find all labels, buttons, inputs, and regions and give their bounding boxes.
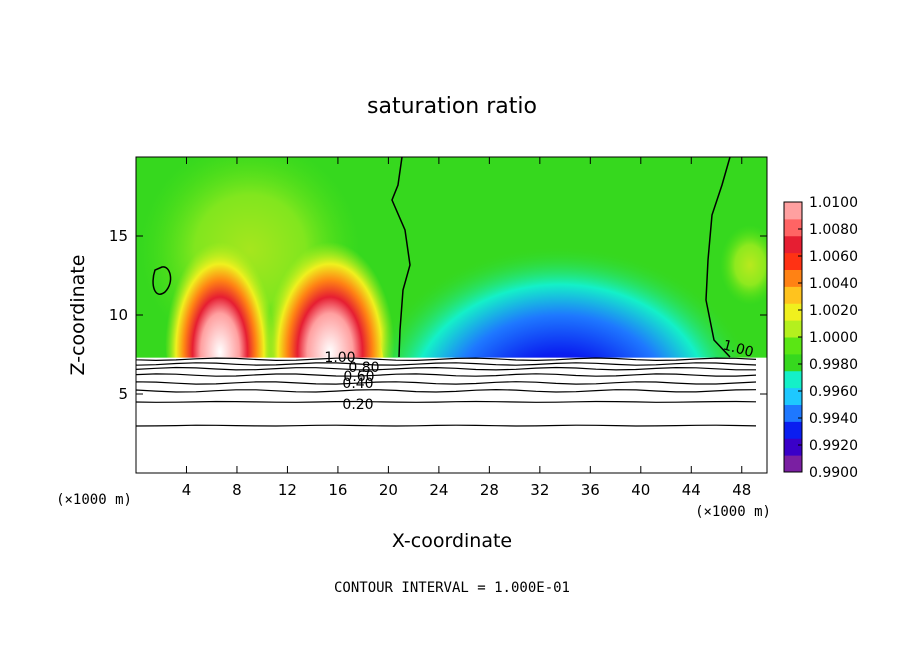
colorbar-label: 1.0020	[809, 303, 858, 319]
chart-title: saturation ratio	[367, 94, 537, 119]
contour-label: 0.60	[343, 369, 374, 385]
x-tick-label: 28	[480, 481, 499, 499]
colorbar-label: 1.0040	[809, 276, 858, 292]
contour-line	[136, 366, 756, 371]
colorbar-label: 1.0060	[809, 249, 858, 265]
x-tick-label: 24	[429, 481, 448, 499]
colorbar-label: 1.0000	[809, 330, 858, 346]
x-tick-label: 8	[232, 481, 242, 499]
colorbar-segment	[784, 455, 802, 473]
colorbar-segment	[784, 303, 802, 321]
colorbar-label: 1.0100	[809, 195, 858, 211]
colorbar-label: 0.9960	[809, 384, 858, 400]
contour-line	[136, 388, 757, 393]
contour-lines	[136, 357, 757, 427]
colorbar-segment	[784, 438, 802, 456]
contour-line	[136, 400, 757, 403]
contour-interval-note: CONTOUR INTERVAL = 1.000E-01	[334, 580, 570, 596]
y-tick-label: 10	[109, 306, 128, 324]
x-tick-label: 48	[732, 481, 751, 499]
colorbar-label: 1.0080	[809, 222, 858, 238]
colorbar-label: 0.9920	[809, 438, 858, 454]
x-tick-label: 4	[182, 481, 192, 499]
y-tick-label: 5	[118, 385, 128, 403]
colorbar-label: 0.9980	[809, 357, 858, 373]
contour-line	[136, 381, 757, 385]
contour-line-1.00	[391, 157, 411, 358]
plot-field	[136, 157, 767, 473]
colorbar-segment	[784, 235, 802, 254]
colorbar-segment	[784, 202, 802, 220]
x-tick-label: 44	[682, 481, 701, 499]
colorbar-segment	[784, 286, 802, 304]
colorbar-segment	[784, 337, 802, 355]
x-axis-label: X-coordinate	[392, 530, 512, 552]
colorbar-segment	[784, 353, 802, 372]
yellow-region-right	[720, 225, 767, 305]
contour-label: 0.20	[342, 397, 373, 413]
colorbar-label: 0.9940	[809, 411, 858, 427]
colorbar-segment	[784, 269, 802, 287]
colorbar: 1.0100 1.0080 1.0060 1.0040 1.0020 1.0000 0.99…	[783, 195, 858, 481]
colorbar-segment	[784, 421, 802, 439]
x-axis-unit-left: (×1000 m)	[56, 492, 132, 508]
contour-label: 1.00	[721, 337, 755, 361]
y-axis-label: Z-coordinate	[67, 255, 89, 376]
x-tick-label: 40	[631, 481, 650, 499]
contour-line	[136, 362, 757, 366]
x-tick-label: 16	[328, 481, 347, 499]
contour-line	[136, 357, 757, 362]
contour-label: 1.00	[324, 350, 355, 366]
contour-closed-loop	[152, 266, 172, 295]
colorbar-segment	[784, 370, 802, 389]
x-tick-label: 20	[379, 481, 398, 499]
x-axis-unit-right: (×1000 m)	[695, 504, 771, 520]
x-axis: 4 8 12 16 20 24 28 32 36 40 44 48	[182, 157, 751, 499]
colorbar-segment	[784, 404, 802, 422]
subsurface-region	[136, 357, 767, 473]
contour-label: 0.40	[342, 376, 373, 392]
y-axis: 5 10 15	[109, 227, 767, 403]
y-tick-label: 15	[109, 227, 128, 245]
colorbar-segment	[784, 218, 802, 237]
x-tick-label: 36	[581, 481, 600, 499]
contour-line	[136, 373, 757, 377]
colorbar-label: 0.9900	[809, 465, 858, 481]
colorbar-segment	[784, 320, 802, 338]
colorbar-segment	[784, 387, 802, 405]
colorbar-segment	[784, 252, 802, 270]
contour-labels: 1.000.800.600.400.201.00	[324, 337, 755, 413]
x-tick-label: 32	[530, 481, 549, 499]
contour-label: 0.80	[348, 360, 379, 376]
contour-line	[136, 424, 757, 427]
x-tick-label: 12	[278, 481, 297, 499]
contour-line-1.00-right	[705, 157, 731, 358]
